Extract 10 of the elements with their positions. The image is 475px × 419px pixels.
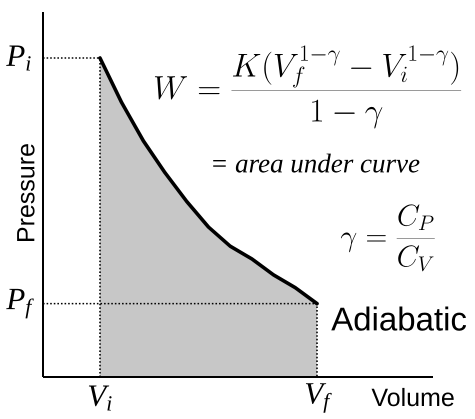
x-tick-label: V$_{i}$: [88, 386, 112, 410]
annotation: = area under curve: [213, 154, 420, 173]
y-axis-title: Pressure: [17, 144, 35, 242]
annotation: $W=\frac{K(V_f^{1-\gamma}-V_i^{1-\gamma})}{1-\gamma}$: [154, 45, 462, 129]
x-axis-title: Volume: [372, 388, 454, 406]
ref-line-label: P$_{f}$: [6, 288, 34, 318]
x-tick-label: V$_{f}$: [306, 383, 332, 413]
text: $\gamma=\frac{C_P}{C_V}$: [340, 204, 435, 272]
series-label: Adiabatic: [331, 306, 466, 331]
ref-line-label: P$_{i}$: [6, 46, 31, 70]
